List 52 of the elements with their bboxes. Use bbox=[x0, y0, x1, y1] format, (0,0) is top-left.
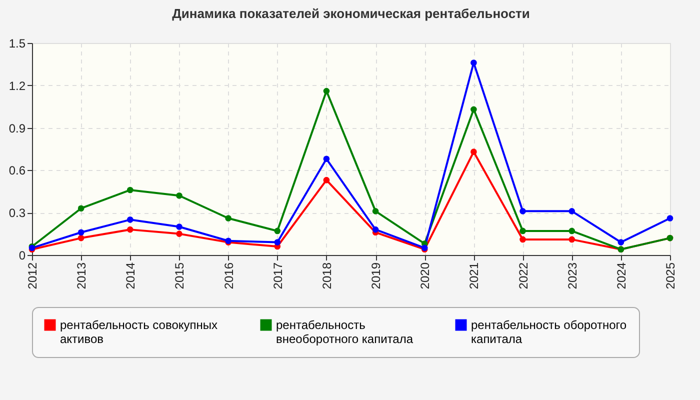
x-tick-label: 2013 bbox=[74, 262, 89, 290]
point bbox=[666, 215, 674, 222]
x-tick-label: 2021 bbox=[467, 262, 482, 290]
point bbox=[274, 228, 281, 234]
point bbox=[372, 208, 379, 214]
legend-label: рентабельность внеоборотного капитала bbox=[276, 318, 414, 346]
y-tick-label: 0.3 bbox=[8, 206, 26, 220]
point bbox=[520, 228, 526, 234]
point bbox=[520, 236, 526, 243]
point bbox=[470, 106, 477, 113]
x-tick-label: 2022 bbox=[516, 262, 530, 290]
point bbox=[176, 224, 182, 230]
legend-label: рентабельность оборотного капитала bbox=[471, 318, 627, 346]
x-tick-label: 2023 bbox=[565, 262, 580, 290]
x-tick-label: 2012 bbox=[26, 262, 40, 290]
y-tick-label: 0.6 bbox=[8, 164, 26, 178]
point bbox=[225, 215, 232, 222]
point bbox=[470, 148, 477, 155]
point bbox=[520, 208, 526, 214]
point bbox=[568, 228, 576, 234]
point bbox=[618, 239, 624, 246]
point bbox=[568, 236, 576, 243]
y-tick-label: 0.9 bbox=[8, 121, 26, 136]
point bbox=[323, 156, 330, 162]
legend-label: рентабельность совокупных активов bbox=[60, 318, 218, 346]
x-tick-label: 2017 bbox=[270, 262, 285, 290]
x-tick-label: 2025 bbox=[664, 262, 678, 290]
point bbox=[274, 239, 281, 246]
point bbox=[78, 234, 84, 242]
y-tick-label: 1.5 bbox=[8, 36, 26, 50]
x-tick-label: 2020 bbox=[418, 262, 432, 290]
point bbox=[470, 60, 477, 66]
point bbox=[176, 192, 182, 199]
point bbox=[323, 176, 330, 184]
x-tick-label: 2015 bbox=[172, 262, 187, 290]
point bbox=[323, 88, 330, 94]
y-tick-label: 1.2 bbox=[8, 78, 26, 93]
x-tick-label: 2016 bbox=[222, 262, 236, 290]
point bbox=[372, 226, 379, 233]
point bbox=[568, 208, 576, 214]
point bbox=[78, 229, 84, 236]
x-tick-label: 2018 bbox=[320, 262, 334, 290]
point bbox=[126, 216, 134, 223]
y-tick-label: 0 bbox=[18, 248, 26, 262]
x-tick-label: 2014 bbox=[124, 262, 138, 290]
chart-title: Динамика показателей экономическая рентабельности bbox=[172, 6, 530, 21]
point bbox=[126, 226, 134, 233]
point bbox=[176, 230, 182, 237]
x-tick-label: 2024 bbox=[614, 262, 628, 290]
point bbox=[126, 186, 134, 194]
point bbox=[78, 205, 84, 212]
x-tick-label: 2019 bbox=[369, 262, 384, 290]
